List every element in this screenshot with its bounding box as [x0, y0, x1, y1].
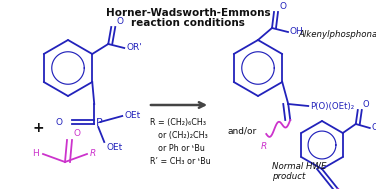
Text: OH: OH	[290, 28, 304, 36]
Text: O: O	[116, 17, 123, 26]
Text: +: +	[32, 121, 44, 135]
Text: H: H	[32, 149, 39, 157]
Text: P(O)(OEt)₂: P(O)(OEt)₂	[310, 101, 355, 111]
Text: R: R	[90, 149, 96, 157]
Text: R = (CH₂)₆CH₃: R = (CH₂)₆CH₃	[150, 118, 206, 127]
Text: OEt: OEt	[106, 143, 123, 152]
Text: O: O	[55, 118, 62, 126]
Text: OR': OR'	[126, 43, 142, 53]
Text: product: product	[272, 172, 305, 181]
Text: Horner-Wadsworth-Emmons: Horner-Wadsworth-Emmons	[106, 8, 270, 18]
Text: Normal HWE: Normal HWE	[272, 162, 326, 171]
Text: R: R	[261, 142, 267, 151]
Text: Alkenylphosphonate: Alkenylphosphonate	[298, 30, 376, 39]
Text: R’ = CH₃ or ᵗBu: R’ = CH₃ or ᵗBu	[150, 157, 211, 166]
Text: or (CH₂)₂CH₃: or (CH₂)₂CH₃	[158, 131, 208, 140]
Text: reaction conditions: reaction conditions	[131, 18, 245, 28]
Text: O: O	[363, 100, 369, 109]
Text: OEt: OEt	[124, 111, 141, 119]
Text: O: O	[73, 129, 80, 138]
Text: and/or: and/or	[228, 126, 257, 135]
Text: P: P	[96, 118, 103, 128]
Text: or Ph or ᵗBu: or Ph or ᵗBu	[158, 144, 205, 153]
Text: O: O	[279, 2, 286, 11]
Text: OR': OR'	[372, 123, 376, 132]
